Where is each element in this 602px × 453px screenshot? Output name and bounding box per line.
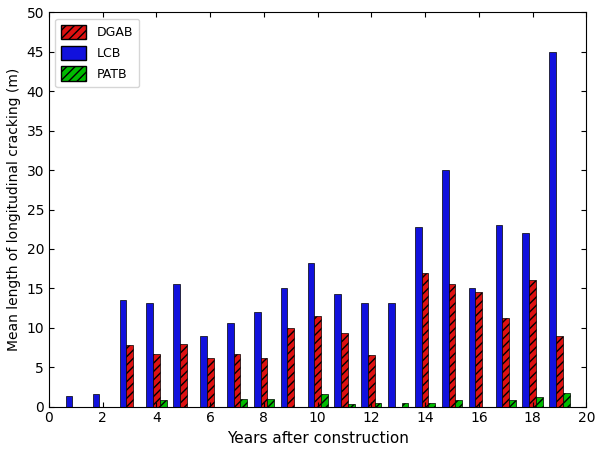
Bar [126, 345, 133, 407]
Bar [321, 394, 327, 407]
Bar [529, 280, 536, 407]
Bar [287, 328, 294, 407]
Bar [368, 356, 374, 407]
Bar [335, 294, 341, 407]
Bar [495, 225, 502, 407]
Bar [422, 273, 429, 407]
Bar [173, 284, 180, 407]
X-axis label: Years after construction: Years after construction [227, 431, 409, 446]
Bar [415, 227, 422, 407]
Bar [476, 292, 482, 407]
Bar [200, 336, 207, 407]
Bar [361, 303, 368, 407]
Bar [308, 263, 314, 407]
Y-axis label: Mean length of longitudinal cracking (m): Mean length of longitudinal cracking (m) [7, 68, 21, 351]
Bar [374, 403, 382, 407]
Bar [267, 399, 274, 407]
Bar [120, 300, 126, 407]
Bar [388, 303, 395, 407]
Bar [536, 397, 542, 407]
Bar [348, 404, 355, 407]
Bar [556, 336, 563, 407]
Bar [93, 394, 99, 407]
Bar [66, 396, 72, 407]
Bar [448, 284, 455, 407]
Bar [207, 358, 214, 407]
Bar [240, 399, 247, 407]
Bar [563, 393, 569, 407]
Bar [509, 400, 516, 407]
Bar [160, 400, 167, 407]
Bar [402, 403, 408, 407]
Bar [429, 403, 435, 407]
Bar [455, 400, 462, 407]
Bar [502, 318, 509, 407]
Bar [261, 358, 267, 407]
Bar [314, 316, 321, 407]
Bar [550, 52, 556, 407]
Bar [523, 233, 529, 407]
Bar [146, 303, 153, 407]
Bar [469, 289, 476, 407]
Bar [281, 289, 287, 407]
Bar [341, 333, 348, 407]
Bar [234, 354, 240, 407]
Bar [180, 343, 187, 407]
Bar [254, 312, 261, 407]
Bar [153, 354, 160, 407]
Bar [227, 323, 234, 407]
Bar [442, 170, 448, 407]
Legend: DGAB, LCB, PATB: DGAB, LCB, PATB [55, 19, 139, 87]
